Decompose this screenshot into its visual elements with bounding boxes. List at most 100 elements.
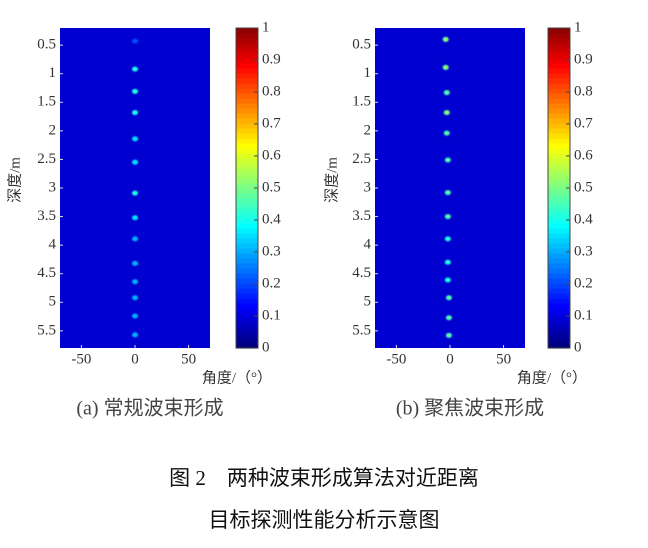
colorbar-cell bbox=[236, 98, 258, 104]
x-tick-label: 0 bbox=[446, 351, 454, 367]
y-tick-label: 5 bbox=[49, 294, 57, 310]
colorbar-cell bbox=[548, 53, 570, 59]
y-tick-label: 0.5 bbox=[352, 37, 371, 53]
y-tick-label: 4.5 bbox=[37, 265, 56, 281]
x-tick-label: 50 bbox=[181, 351, 196, 367]
subtitle: (a) 常规波束形成 bbox=[76, 397, 223, 420]
y-tick-label: 1 bbox=[49, 65, 57, 81]
y-tick-label: 4 bbox=[364, 237, 372, 253]
colorbar-cell bbox=[236, 278, 258, 284]
y-tick-label: 2.5 bbox=[37, 151, 56, 167]
y-axis-label: 深度/m bbox=[323, 157, 340, 203]
colorbar-cell bbox=[548, 278, 570, 284]
y-tick-label: 3 bbox=[49, 179, 57, 195]
colorbar-cell bbox=[548, 123, 570, 129]
x-axis-label: 角度/（°） bbox=[202, 369, 272, 386]
y-tick-label: 2 bbox=[364, 122, 372, 138]
colorbar-cell bbox=[236, 313, 258, 319]
colorbar-cell bbox=[236, 93, 258, 99]
colorbar-cell bbox=[236, 173, 258, 179]
colorbar-cell bbox=[548, 193, 570, 199]
colorbar-cell bbox=[236, 203, 258, 209]
target-spot bbox=[444, 236, 451, 242]
colorbar-tick-label: 0.3 bbox=[262, 243, 281, 259]
colorbar-cell bbox=[548, 318, 570, 324]
colorbar-cell bbox=[548, 48, 570, 54]
target-spot bbox=[444, 157, 451, 163]
colorbar-cell bbox=[548, 333, 570, 339]
colorbar-cell bbox=[236, 223, 258, 229]
colorbar-tick-label: 0.1 bbox=[262, 307, 281, 323]
colorbar-tick-label: 0.9 bbox=[262, 51, 281, 67]
colorbar-cell bbox=[236, 138, 258, 144]
colorbar-cell bbox=[236, 58, 258, 64]
y-tick-label: 5 bbox=[364, 294, 372, 310]
colorbar-cell bbox=[548, 238, 570, 244]
colorbar-cell bbox=[548, 128, 570, 134]
colorbar-cell bbox=[548, 268, 570, 274]
y-tick-label: 5.5 bbox=[352, 322, 371, 338]
colorbar-cell bbox=[548, 153, 570, 159]
target-spot bbox=[132, 190, 138, 196]
colorbar-cell bbox=[236, 213, 258, 219]
target-spot bbox=[132, 279, 138, 285]
colorbar-tick-label: 0.2 bbox=[262, 275, 281, 291]
target-spot bbox=[132, 136, 138, 142]
colorbar-tick-label: 0.4 bbox=[262, 211, 281, 227]
colorbar-cell bbox=[548, 253, 570, 259]
caption: 目标探测性能分析示意图 bbox=[209, 508, 440, 532]
colorbar-tick-label: 1 bbox=[262, 19, 270, 35]
colorbar-cell bbox=[548, 303, 570, 309]
y-tick-label: 2.5 bbox=[352, 151, 371, 167]
colorbar-tick-label: 0.7 bbox=[574, 115, 593, 131]
y-tick-label: 1.5 bbox=[352, 94, 371, 110]
target-spot bbox=[132, 66, 138, 72]
target-spot bbox=[444, 277, 451, 283]
colorbar-cell bbox=[548, 308, 570, 314]
colorbar-cell bbox=[236, 198, 258, 204]
target-spot bbox=[444, 214, 451, 220]
colorbar-cell bbox=[236, 308, 258, 314]
colorbar-cell bbox=[236, 83, 258, 89]
colorbar-cell bbox=[548, 168, 570, 174]
target-spot bbox=[445, 315, 452, 321]
target-spot bbox=[132, 215, 138, 221]
target-spot bbox=[132, 38, 138, 44]
colorbar-cell bbox=[236, 143, 258, 149]
colorbar-cell bbox=[236, 118, 258, 124]
colorbar-cell bbox=[548, 93, 570, 99]
colorbar-cell bbox=[548, 313, 570, 319]
colorbar-tick-label: 0.9 bbox=[574, 51, 593, 67]
target-spot bbox=[132, 88, 138, 94]
colorbar-cell bbox=[236, 158, 258, 164]
colorbar-cell bbox=[548, 88, 570, 94]
target-spot bbox=[443, 110, 450, 116]
colorbar-cell bbox=[548, 103, 570, 109]
colorbar-cell bbox=[236, 258, 258, 264]
colorbar-tick-label: 1 bbox=[574, 19, 582, 35]
colorbar-cell bbox=[236, 233, 258, 239]
colorbar-cell bbox=[236, 333, 258, 339]
colorbar-cell bbox=[548, 58, 570, 64]
target-spot bbox=[443, 90, 450, 96]
target-spot bbox=[132, 110, 138, 116]
colorbar-cell bbox=[548, 73, 570, 79]
colorbar-cell bbox=[236, 168, 258, 174]
colorbar-cell bbox=[548, 113, 570, 119]
colorbar-cell bbox=[236, 148, 258, 154]
colorbar-cell bbox=[548, 143, 570, 149]
colorbar-cell bbox=[236, 318, 258, 324]
colorbar-cell bbox=[236, 338, 258, 344]
colorbar-cell bbox=[548, 263, 570, 269]
colorbar-tick-label: 0.4 bbox=[574, 211, 593, 227]
y-tick-label: 4 bbox=[49, 237, 57, 253]
colorbar-cell bbox=[236, 328, 258, 334]
colorbar-cell bbox=[236, 288, 258, 294]
colorbar-cell bbox=[548, 273, 570, 279]
plot-background bbox=[375, 28, 525, 348]
colorbar-cell bbox=[548, 243, 570, 249]
target-spot bbox=[445, 295, 452, 301]
colorbar-cell bbox=[548, 83, 570, 89]
colorbar-cell bbox=[236, 268, 258, 274]
target-spot bbox=[443, 130, 450, 136]
